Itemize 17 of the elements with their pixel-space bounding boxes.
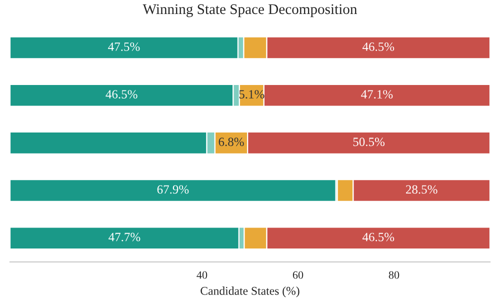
bar — [10, 36, 239, 60]
data-label: 50.5% — [353, 138, 385, 146]
data-label: 67.9% — [157, 185, 189, 194]
data-label: 47.5% — [108, 42, 140, 51]
data-label: 47.1% — [361, 90, 393, 99]
data-label: 46.5% — [362, 232, 394, 242]
data-label: 46.5% — [106, 90, 138, 99]
x-tick-label: 60 — [292, 271, 304, 279]
bar — [10, 226, 240, 250]
x-axis-title: Candidate States (%) — [200, 286, 300, 298]
x-tick-label: 40 — [196, 271, 208, 279]
data-label: 47.7% — [108, 232, 140, 242]
data-label: 6.8% — [218, 138, 244, 146]
data-label: 46.5% — [362, 42, 394, 51]
data-label: 28.5% — [406, 185, 438, 194]
chart-title: Winning State Space Decomposition — [142, 4, 358, 18]
x-tick-label: 80 — [388, 271, 400, 279]
